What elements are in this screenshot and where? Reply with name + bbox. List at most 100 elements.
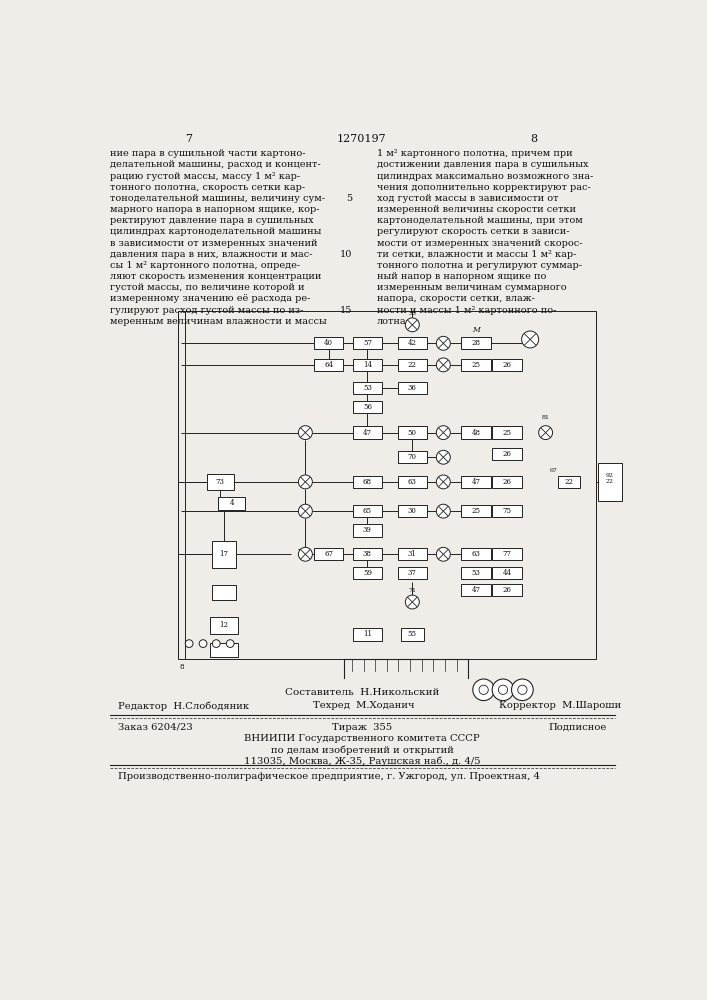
Text: Техред  М.Ходанич: Техред М.Ходанич bbox=[313, 701, 415, 710]
Bar bbox=[353, 567, 382, 579]
Text: 25: 25 bbox=[472, 361, 480, 369]
Text: 1 м² картонного полотна, причем при: 1 м² картонного полотна, причем при bbox=[377, 149, 572, 158]
Circle shape bbox=[436, 547, 450, 561]
Text: ВНИИПИ Государственного комитета СССР: ВНИИПИ Государственного комитета СССР bbox=[244, 734, 480, 743]
Text: 64: 64 bbox=[324, 361, 333, 369]
Bar bbox=[211, 643, 238, 657]
Text: Производственно-полиграфическое предприятие, г. Ужгород, ул. Проектная, 4: Производственно-полиграфическое предприя… bbox=[118, 772, 540, 781]
Circle shape bbox=[298, 504, 312, 518]
Circle shape bbox=[512, 679, 533, 701]
Bar bbox=[353, 359, 382, 371]
Text: 44: 44 bbox=[503, 569, 511, 577]
Text: тонного полотна, скорость сетки кар-: тонного полотна, скорость сетки кар- bbox=[110, 183, 305, 192]
Text: измеренному значению её расхода ре-: измеренному значению её расхода ре- bbox=[110, 294, 310, 303]
Bar bbox=[353, 476, 382, 488]
Text: гулируют расход густой массы по из-: гулируют расход густой массы по из- bbox=[110, 306, 303, 315]
Circle shape bbox=[298, 547, 312, 561]
Text: 36: 36 bbox=[408, 384, 416, 392]
Text: 81: 81 bbox=[542, 415, 549, 420]
Text: 11: 11 bbox=[363, 630, 372, 638]
Bar bbox=[461, 476, 491, 488]
Text: давления пара в них, влажности и мас-: давления пара в них, влажности и мас- bbox=[110, 250, 312, 259]
Circle shape bbox=[185, 640, 193, 647]
Text: 65: 65 bbox=[363, 507, 372, 515]
Text: 67: 67 bbox=[549, 468, 557, 473]
Text: 53: 53 bbox=[363, 384, 372, 392]
Circle shape bbox=[212, 640, 220, 647]
Text: 50: 50 bbox=[408, 429, 417, 437]
Text: 10: 10 bbox=[339, 250, 352, 259]
Text: 57: 57 bbox=[363, 339, 372, 347]
Text: ный напор в напорном ящике по: ный напор в напорном ящике по bbox=[377, 272, 546, 281]
Text: M: M bbox=[472, 326, 480, 334]
Bar bbox=[397, 505, 427, 517]
Bar bbox=[211, 617, 238, 634]
Text: 26: 26 bbox=[503, 450, 511, 458]
Text: Редактор  Н.Слободяник: Редактор Н.Слободяник bbox=[118, 701, 249, 711]
Text: 31: 31 bbox=[408, 550, 416, 558]
Text: Составитель  Н.Никольский: Составитель Н.Никольский bbox=[285, 688, 439, 697]
Text: 48: 48 bbox=[472, 429, 480, 437]
Circle shape bbox=[226, 640, 234, 647]
Text: 70: 70 bbox=[408, 453, 417, 461]
Bar bbox=[492, 359, 522, 371]
Text: ляют скорость изменения концентрации: ляют скорость изменения концентрации bbox=[110, 272, 322, 281]
Text: меренным величинам влажности и массы: меренным величинам влажности и массы bbox=[110, 317, 327, 326]
Text: 56: 56 bbox=[363, 403, 372, 411]
Bar bbox=[314, 548, 344, 560]
Bar bbox=[353, 337, 382, 349]
Text: ности и массы 1 м² картонного по-: ности и массы 1 м² картонного по- bbox=[377, 306, 556, 315]
Circle shape bbox=[405, 318, 419, 332]
Bar bbox=[353, 548, 382, 560]
Text: 7: 7 bbox=[186, 134, 192, 144]
Text: 40: 40 bbox=[324, 339, 333, 347]
Text: измеренным величинам суммарного: измеренным величинам суммарного bbox=[377, 283, 566, 292]
Bar bbox=[397, 567, 427, 579]
Text: 26: 26 bbox=[503, 586, 511, 594]
Text: 26: 26 bbox=[503, 361, 511, 369]
Bar bbox=[461, 548, 491, 560]
Text: делательной машины, расход и концент-: делательной машины, расход и концент- bbox=[110, 160, 321, 169]
Bar bbox=[397, 451, 427, 463]
Bar bbox=[212, 541, 235, 568]
Text: ние пара в сушильной части картоно-: ние пара в сушильной части картоно- bbox=[110, 149, 305, 158]
Text: 22: 22 bbox=[408, 361, 417, 369]
Text: измеренной величины скорости сетки: измеренной величины скорости сетки bbox=[377, 205, 575, 214]
Text: 92: 92 bbox=[606, 473, 614, 478]
Text: регулируют скорость сетки в зависи-: регулируют скорость сетки в зависи- bbox=[377, 227, 569, 236]
Bar bbox=[397, 426, 427, 439]
Text: 47: 47 bbox=[363, 429, 372, 437]
Text: мости от измеренных значений скорос-: мости от измеренных значений скорос- bbox=[377, 239, 582, 248]
Text: тонного полотна и регулируют суммар-: тонного полотна и регулируют суммар- bbox=[377, 261, 582, 270]
Bar bbox=[598, 463, 621, 501]
Bar bbox=[397, 548, 427, 560]
Text: 25: 25 bbox=[472, 507, 480, 515]
Text: 8: 8 bbox=[530, 134, 537, 144]
Circle shape bbox=[199, 640, 207, 647]
Bar bbox=[492, 548, 522, 560]
Bar bbox=[353, 524, 382, 537]
Bar bbox=[558, 476, 580, 488]
Text: по делам изобретений и открытий: по делам изобретений и открытий bbox=[271, 745, 453, 755]
Text: 67: 67 bbox=[324, 550, 333, 558]
Bar bbox=[397, 337, 427, 349]
Text: 14: 14 bbox=[363, 361, 372, 369]
Circle shape bbox=[436, 426, 450, 440]
Bar bbox=[397, 476, 427, 488]
Text: 39: 39 bbox=[363, 526, 372, 534]
Circle shape bbox=[473, 679, 494, 701]
Bar bbox=[218, 497, 245, 510]
Text: Подписное: Подписное bbox=[549, 723, 607, 732]
Text: 75: 75 bbox=[503, 507, 511, 515]
Text: лотна.: лотна. bbox=[377, 317, 409, 326]
Text: 8: 8 bbox=[179, 663, 184, 671]
Text: ректируют давление пара в сушильных: ректируют давление пара в сушильных bbox=[110, 216, 314, 225]
Text: 77: 77 bbox=[503, 550, 511, 558]
Text: цилиндрах максимально возможного зна-: цилиндрах максимально возможного зна- bbox=[377, 172, 593, 181]
Circle shape bbox=[436, 475, 450, 489]
Text: марного напора в напорном ящике, кор-: марного напора в напорном ящике, кор- bbox=[110, 205, 320, 214]
Text: 37: 37 bbox=[408, 569, 416, 577]
Bar bbox=[353, 505, 382, 517]
Text: густой массы, по величине которой и: густой массы, по величине которой и bbox=[110, 283, 305, 292]
Text: картоноделательной машины, при этом: картоноделательной машины, при этом bbox=[377, 216, 583, 225]
